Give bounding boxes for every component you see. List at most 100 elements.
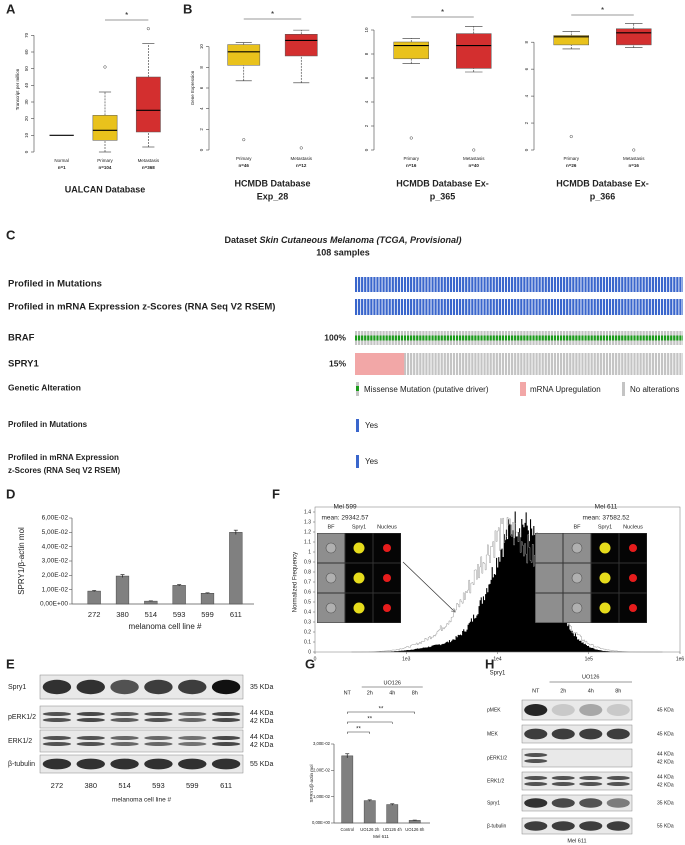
legend-swatch bbox=[356, 419, 359, 432]
y-tick-label: 6 bbox=[199, 86, 204, 89]
significance-label: * bbox=[271, 10, 274, 19]
bar bbox=[386, 804, 399, 824]
outlier bbox=[146, 27, 150, 31]
y-tick-label: 3,00E-02 bbox=[42, 558, 69, 565]
band bbox=[551, 821, 575, 831]
y-tick-label: 2 bbox=[364, 124, 369, 127]
x-axis-label: melanoma cell line # bbox=[112, 797, 172, 804]
y-tick-label: 60 bbox=[24, 49, 29, 55]
band bbox=[606, 704, 630, 716]
band bbox=[76, 712, 105, 716]
band bbox=[606, 798, 630, 808]
band bbox=[178, 758, 207, 770]
y-tick-label: 2 bbox=[199, 128, 204, 131]
x-tick-label: UO126 2h bbox=[360, 827, 380, 832]
band bbox=[579, 798, 603, 808]
caption: UALCAN Database bbox=[65, 184, 146, 194]
y-tick-label: 8 bbox=[524, 40, 529, 43]
n-label: n=46 bbox=[239, 163, 250, 168]
y-tick-label: 1.3 bbox=[304, 519, 311, 525]
cell bbox=[383, 544, 391, 552]
row-label: ERK1/2 bbox=[8, 738, 32, 745]
cell bbox=[325, 572, 337, 584]
band bbox=[606, 782, 630, 786]
histogram bbox=[351, 511, 663, 652]
panel-letter: F bbox=[272, 486, 280, 501]
y-tick-label: 3,00E-02 bbox=[313, 741, 331, 746]
y-axis-label: SPRY1/β-actin mol bbox=[17, 527, 26, 595]
arrow bbox=[402, 561, 455, 612]
cell bbox=[383, 604, 391, 612]
band bbox=[144, 679, 173, 695]
y-tick-label: 2,00E-02 bbox=[42, 572, 69, 579]
lane-label: 611 bbox=[220, 781, 232, 790]
y-tick-label: 6 bbox=[364, 76, 369, 79]
row-label: β-tubulin bbox=[8, 761, 35, 768]
size-label: 44 KDa bbox=[250, 734, 273, 741]
track bbox=[355, 353, 683, 375]
y-tick-label: 8 bbox=[364, 52, 369, 55]
x-tick-label: Primary bbox=[564, 156, 580, 161]
band bbox=[524, 821, 548, 831]
legend-label: mRNA Upregulation bbox=[530, 385, 601, 394]
inset-cell bbox=[535, 593, 563, 623]
inset-header: Nucleus bbox=[377, 524, 397, 530]
y-tick-label: 0.4 bbox=[304, 609, 311, 615]
y-tick-label: 40 bbox=[24, 82, 29, 88]
cell bbox=[629, 574, 637, 582]
blot bbox=[39, 729, 244, 753]
inset-header: BF bbox=[327, 524, 335, 530]
size-label: 44 KDa bbox=[250, 710, 273, 717]
x-tick-label: 599 bbox=[201, 610, 214, 619]
legend-title: Profiled in Mutations bbox=[8, 420, 88, 429]
size-label: 44 KDa bbox=[657, 774, 674, 780]
y-tick-label: 1.4 bbox=[304, 509, 311, 515]
band bbox=[42, 679, 72, 695]
band bbox=[76, 718, 105, 722]
band bbox=[42, 742, 72, 746]
legend-label: Yes bbox=[365, 421, 378, 430]
x-tick-label: UO126 8h bbox=[405, 827, 425, 832]
n-label: n=12 bbox=[296, 163, 307, 168]
legend-swatch bbox=[520, 382, 526, 396]
size-label: 42 KDa bbox=[657, 782, 674, 788]
legend-label: Missense Mutation (putative driver) bbox=[364, 385, 489, 394]
band bbox=[110, 718, 139, 722]
row-label: pERK1/2 bbox=[8, 714, 36, 721]
band bbox=[211, 742, 241, 746]
band bbox=[579, 704, 603, 716]
band bbox=[211, 718, 241, 722]
inset-header: Spry1 bbox=[598, 524, 612, 530]
track-percent: 100% bbox=[324, 332, 346, 342]
y-tick-label: 0,00E+00 bbox=[40, 601, 68, 608]
size-label: 35 KDa bbox=[250, 684, 273, 691]
panel-letter: A bbox=[6, 1, 16, 16]
band bbox=[551, 776, 575, 780]
band bbox=[144, 712, 173, 716]
band bbox=[76, 742, 105, 746]
bar bbox=[341, 755, 354, 824]
y-tick-label: 4,00E-02 bbox=[42, 543, 69, 550]
y-tick-label: 0 bbox=[524, 148, 529, 151]
n-label: n=368 bbox=[142, 165, 155, 170]
band bbox=[551, 728, 575, 740]
panel-letter: H bbox=[485, 656, 494, 671]
band bbox=[42, 712, 72, 716]
box bbox=[553, 35, 589, 46]
outlier bbox=[632, 148, 636, 152]
outlier bbox=[569, 134, 573, 139]
x-tick-label: Primary bbox=[236, 156, 252, 161]
band bbox=[606, 821, 630, 831]
blot bbox=[521, 748, 633, 768]
significance-label: ** bbox=[356, 727, 361, 733]
n-label: n=16 bbox=[406, 163, 417, 168]
cell bbox=[571, 542, 583, 554]
box bbox=[456, 33, 492, 69]
y-tick-label: 8 bbox=[199, 66, 204, 69]
band bbox=[551, 782, 575, 786]
y-tick-label: 0.9 bbox=[304, 559, 311, 565]
cell bbox=[571, 602, 583, 614]
band bbox=[211, 758, 241, 770]
x-tick-label: UO126 4h bbox=[383, 827, 403, 832]
